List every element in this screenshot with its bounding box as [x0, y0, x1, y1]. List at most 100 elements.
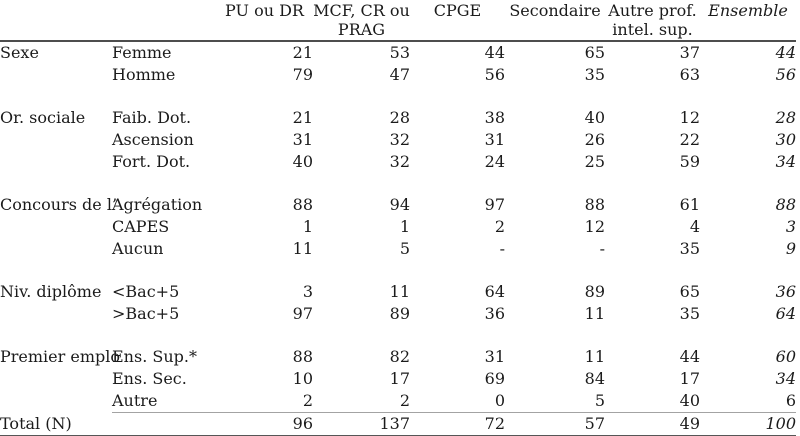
table-row: >Bac+5 97 89 36 11 35 64 [0, 303, 796, 325]
row-label: Ens. Sec. [112, 369, 187, 388]
row-label: Autre [112, 390, 216, 413]
value-cell: 44 [679, 347, 700, 366]
value-cell: 88 [292, 195, 313, 214]
value-cell: 22 [679, 130, 700, 149]
corner-cell [112, 0, 216, 42]
value-cell: 64 [775, 304, 796, 323]
value-cell: 53 [389, 43, 410, 62]
value-cell: 21 [292, 43, 313, 62]
section-spacer [0, 173, 796, 194]
value-cell: 40 [605, 390, 700, 413]
value-cell: 94 [389, 195, 410, 214]
spacer-cell [0, 173, 796, 194]
value-cell: 82 [389, 347, 410, 366]
table-row: Sexe Femme 21 53 44 65 37 44 [0, 41, 796, 64]
value-cell: 21 [292, 108, 313, 127]
table-row: Or. sociale Faib. Dot. 21 28 38 40 12 28 [0, 107, 796, 129]
table-row: Concours de l’ Agrégation 88 94 97 88 61 88 [0, 194, 796, 216]
value-cell: 28 [389, 108, 410, 127]
value-cell: 59 [679, 152, 700, 171]
table-row: Fort. Dot. 40 32 24 25 59 34 [0, 151, 796, 173]
value-cell: 11 [584, 347, 605, 366]
value-cell: 5 [399, 239, 410, 258]
value-cell: 38 [484, 108, 505, 127]
group-label-empty [0, 390, 112, 413]
value-cell: - [499, 239, 505, 258]
value-cell: 6 [700, 390, 796, 413]
spacer-cell [0, 260, 796, 281]
value-cell: 12 [584, 217, 605, 236]
group-label: Concours de l’ [0, 195, 118, 214]
header-row: PU ou DR MCF, CR ou PRAG CPGE Secondaire Aut… [0, 0, 796, 42]
row-label: Homme [112, 65, 176, 84]
value-cell: 56 [775, 65, 796, 84]
column-header-0: PU ou DR [216, 0, 313, 42]
section-spacer [0, 260, 796, 281]
value-cell: 65 [584, 43, 605, 62]
value-cell: 24 [484, 152, 505, 171]
column-header-1: MCF, CR ou PRAG [313, 0, 410, 42]
value-cell: 97 [484, 195, 505, 214]
value-cell: 84 [584, 369, 605, 388]
total-label: Total (N) [0, 412, 216, 436]
value-cell: 35 [679, 239, 700, 258]
value-cell: 35 [584, 65, 605, 84]
spacer-cell [0, 325, 796, 346]
value-cell: 97 [292, 304, 313, 323]
table-row: CAPES 1 1 2 12 4 3 [0, 216, 796, 238]
value-cell: 30 [775, 130, 796, 149]
group-label: Niv. diplôme [0, 282, 102, 301]
value-cell: 2 [313, 390, 410, 413]
group-label-empty [0, 303, 112, 325]
value-cell: 63 [679, 65, 700, 84]
value-cell: 17 [389, 369, 410, 388]
value-cell: 28 [775, 108, 796, 127]
value-cell: 37 [679, 43, 700, 62]
value-cell: 32 [389, 152, 410, 171]
value-cell: 56 [484, 65, 505, 84]
value-cell: 0 [410, 390, 505, 413]
value-cell: 10 [292, 369, 313, 388]
spacer-cell [0, 86, 796, 107]
total-value-cell: 96 [216, 412, 313, 436]
value-cell: 88 [775, 195, 796, 214]
value-cell: 40 [584, 108, 605, 127]
row-label: Ens. Sup.* [112, 347, 197, 366]
value-cell: 60 [775, 347, 796, 366]
column-header-4: Autre prof. intel. sup. [605, 0, 700, 42]
value-cell: 34 [775, 152, 796, 171]
column-header-3: Secondaire [505, 0, 605, 42]
value-cell: 12 [679, 108, 700, 127]
group-label-empty [0, 216, 112, 238]
value-cell: - [599, 239, 605, 258]
row-label: Faib. Dot. [112, 108, 192, 127]
value-cell: 64 [484, 282, 505, 301]
group-label-empty [0, 129, 112, 151]
group-label: Premier emplo [0, 347, 121, 366]
value-cell: 79 [292, 65, 313, 84]
total-value-cell: 100 [700, 412, 796, 436]
total-value-cell: 137 [313, 412, 410, 436]
value-cell: 2 [216, 390, 313, 413]
value-cell: 31 [484, 130, 505, 149]
row-label: <Bac+5 [112, 282, 180, 301]
value-cell: 88 [292, 347, 313, 366]
value-cell: 1 [302, 217, 313, 236]
group-label: Sexe [0, 43, 39, 62]
value-cell: 1 [399, 217, 410, 236]
total-value-cell: 72 [410, 412, 505, 436]
value-cell: 11 [584, 304, 605, 323]
value-cell: 9 [785, 239, 796, 258]
value-cell: 89 [584, 282, 605, 301]
value-cell: 25 [584, 152, 605, 171]
total-row: Total (N) 96 137 72 57 49 100 [0, 412, 796, 436]
value-cell: 69 [484, 369, 505, 388]
corner-cell [0, 0, 112, 42]
value-cell: 3 [785, 217, 796, 236]
value-cell: 36 [484, 304, 505, 323]
total-value-cell: 49 [605, 412, 700, 436]
value-cell: 44 [775, 43, 796, 62]
value-cell: 89 [389, 304, 410, 323]
